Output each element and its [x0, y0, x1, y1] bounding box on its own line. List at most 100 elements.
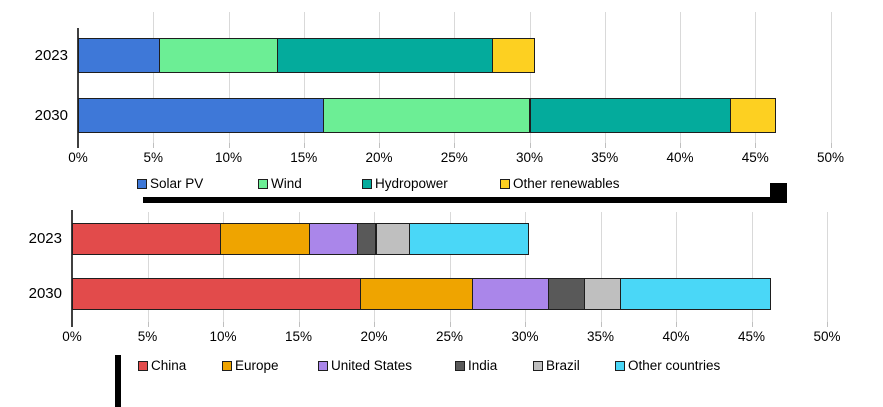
bar-segment-wind: [323, 98, 531, 133]
bar-segment-hydropower: [529, 98, 731, 133]
bar-segment-other-renewables: [729, 98, 776, 133]
axis-tick: [147, 322, 149, 327]
axis-tick: [680, 143, 681, 148]
gridline: [228, 12, 230, 143]
axis-tick: [374, 322, 375, 327]
axis-tick: [676, 322, 677, 327]
bar-segment-united-states: [472, 278, 549, 310]
legend-item-hydropower: Hydropower: [362, 176, 448, 191]
axis-tick: [449, 322, 451, 327]
legend-label: Wind: [271, 176, 302, 191]
gridline: [449, 212, 451, 322]
gridline: [755, 12, 757, 143]
x-tick-label: 5%: [137, 329, 158, 344]
legend-swatch-icon: [615, 360, 625, 371]
x-tick-label: 45%: [741, 150, 769, 165]
legend-item-united-states: United States: [318, 358, 412, 373]
gridline: [676, 212, 677, 322]
axis-tick: [525, 322, 526, 327]
x-tick-label: 30%: [515, 150, 544, 165]
legend-item-europe: Europe: [222, 358, 279, 373]
category-label: 2023: [34, 46, 68, 64]
legend-swatch-icon: [533, 360, 543, 371]
bar-segment-wind: [159, 38, 278, 73]
axis-tick: [228, 143, 230, 148]
legend-label: India: [468, 358, 498, 373]
gridline: [454, 12, 456, 143]
black-square-mark: [770, 183, 787, 203]
bar-segment-brazil: [583, 278, 622, 310]
legend-swatch-icon: [318, 360, 328, 371]
legend-label: Other renewables: [513, 176, 620, 191]
bar-segment-china: [72, 278, 362, 310]
black-vertical-bar: [115, 355, 121, 407]
axis-tick: [223, 322, 224, 327]
x-tick-label: 40%: [666, 150, 694, 165]
legend-label: Solar PV: [150, 176, 204, 191]
gridline: [525, 212, 526, 322]
legend-swatch-icon: [138, 360, 148, 371]
legend-label: Other countries: [628, 358, 721, 373]
x-tick-label: 0%: [62, 329, 82, 344]
bar-segment-china: [72, 223, 221, 255]
axis-tick: [303, 143, 305, 148]
category-label: 2023: [28, 230, 62, 247]
bar-segment-other-countries: [620, 278, 771, 310]
bar-segment-europe: [360, 278, 474, 310]
axis-tick: [830, 143, 832, 148]
bar-segment-hydropower: [276, 38, 493, 73]
legend-label: Europe: [235, 358, 279, 373]
x-tick-label: 25%: [440, 150, 468, 165]
gridline: [680, 12, 681, 143]
x-tick-label: 20%: [365, 150, 393, 165]
stacked-bar-chart-countries: 0% 5% 10% 15% 20% 25% 30% 35% 40% 45% 50% 2023 2030 C…: [0, 205, 883, 407]
gridline: [604, 12, 606, 143]
bar-segment-other-countries: [408, 223, 529, 255]
x-tick-label: 5%: [143, 150, 164, 165]
bar-segment-brazil: [375, 223, 410, 255]
x-tick-label: 30%: [511, 329, 539, 344]
axis-tick: [379, 143, 380, 148]
gridline: [379, 12, 380, 143]
x-tick-label: 10%: [209, 329, 237, 344]
legend-item-brazil: Brazil: [533, 358, 580, 373]
gridline: [298, 212, 300, 322]
bar-segment-europe: [220, 223, 311, 255]
axis-tick: [755, 143, 757, 148]
axis-tick: [751, 322, 753, 327]
x-tick-label: 35%: [591, 150, 619, 165]
axis-tick: [529, 143, 531, 148]
gridline: [827, 212, 828, 322]
gridline: [153, 12, 155, 143]
x-tick-label: 25%: [435, 329, 464, 344]
legend-item-other-countries: Other countries: [615, 358, 720, 373]
gridline: [830, 12, 832, 143]
legend-label: United States: [331, 358, 413, 373]
legend-swatch-icon: [222, 360, 232, 371]
bar-segment-solar-pv: [78, 98, 325, 133]
axis-tick: [827, 322, 828, 327]
x-tick-label: 15%: [284, 329, 313, 344]
axis-tick: [153, 143, 155, 148]
gridline: [529, 12, 531, 143]
bar-segment-india: [547, 278, 585, 310]
y-axis-line: [71, 210, 73, 327]
legend-label: Brazil: [546, 358, 580, 373]
axis-tick: [600, 322, 602, 327]
legend-label: Hydropower: [375, 176, 448, 191]
black-underline-bar: [143, 197, 770, 203]
axis-tick: [454, 143, 456, 148]
bar-segment-other-renewables: [491, 38, 535, 73]
x-tick-label: 40%: [662, 329, 690, 344]
gridline: [751, 212, 753, 322]
legend-item-solar-pv: Solar PV: [137, 176, 203, 191]
legend-item-india: India: [455, 358, 497, 373]
axis-tick: [604, 143, 606, 148]
legend-item-other-renewables: Other renewables: [500, 176, 620, 191]
legend-swatch-icon: [500, 178, 510, 189]
x-tick-label: 50%: [813, 329, 841, 344]
bar-segment-india: [357, 223, 377, 255]
x-tick-label: 45%: [737, 329, 766, 344]
gridline: [147, 212, 149, 322]
